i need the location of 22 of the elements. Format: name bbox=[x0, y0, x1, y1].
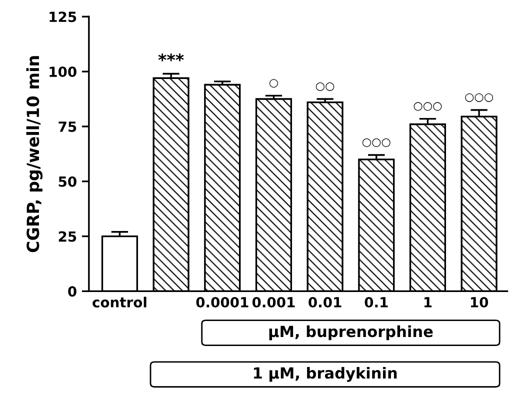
y-tick-label: 50 bbox=[58, 176, 76, 187]
x-tick-label: 10 bbox=[470, 297, 488, 308]
x-tick-label: 0.0001 bbox=[196, 297, 248, 308]
y-tick-label: 25 bbox=[58, 231, 76, 242]
annotation: ○○○ bbox=[362, 138, 390, 147]
x-tick-label: 0.1 bbox=[364, 297, 388, 308]
annotation: ○○ bbox=[316, 82, 334, 91]
y-tick-label: 125 bbox=[50, 12, 76, 22]
y-tick-label: 100 bbox=[50, 66, 76, 78]
y-tick-label: 75 bbox=[58, 122, 76, 132]
x-tick-label: 0.01 bbox=[308, 297, 342, 308]
x-tick-label: 0.001 bbox=[252, 297, 295, 308]
annotation: *** bbox=[158, 53, 184, 62]
annotation: ○○○ bbox=[414, 102, 442, 111]
annotation: ○ bbox=[269, 79, 278, 88]
x-tick-label: 1 bbox=[424, 297, 432, 308]
x-tick-label: control bbox=[92, 296, 146, 308]
y-axis-title: CGRP, pg/well/10 min bbox=[26, 56, 43, 252]
annotation: ○○○ bbox=[465, 93, 494, 102]
text: μM, buprenorphine bbox=[269, 325, 433, 340]
text: 1 μM, bradykinin bbox=[254, 366, 397, 382]
y-tick-label: 0 bbox=[68, 286, 76, 297]
